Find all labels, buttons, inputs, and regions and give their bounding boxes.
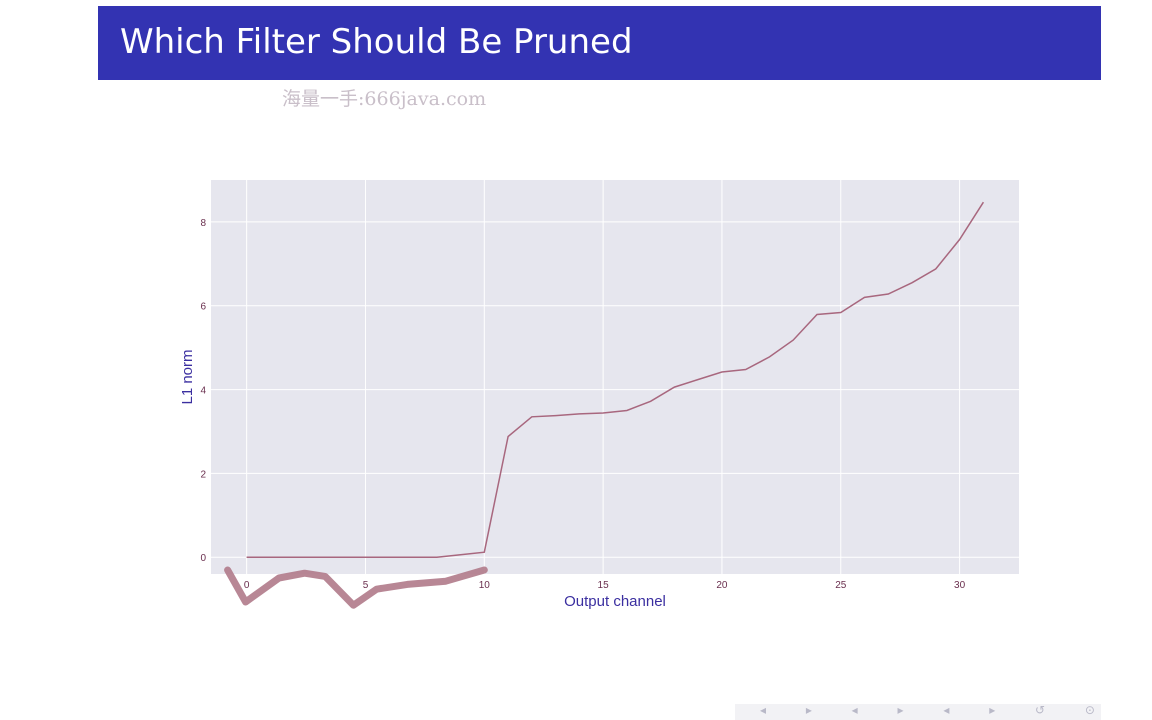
series-layer xyxy=(246,201,985,558)
watermark: 海量一手:666java.com xyxy=(282,88,487,110)
x-tick-label: 25 xyxy=(835,580,847,591)
x-tick-labels: 0 5 10 15 20 25 30 xyxy=(244,580,966,591)
slide-title: Which Filter Should Be Pruned xyxy=(120,22,633,62)
y-tick-label: 4 xyxy=(200,386,206,397)
y-tick-label: 2 xyxy=(200,469,206,480)
x-tick-label: 20 xyxy=(716,580,728,591)
grid-lines xyxy=(211,180,1019,574)
annotation-underline xyxy=(224,566,488,609)
annotation-layer xyxy=(224,566,488,609)
x-tick-label: 15 xyxy=(598,580,610,591)
x-tick-label: 10 xyxy=(479,580,491,591)
plot-background xyxy=(211,180,1019,574)
y-tick-label: 6 xyxy=(200,302,206,313)
y-tick-labels: 0 2 4 6 8 xyxy=(200,218,206,564)
slide-title-bar: Which Filter Should Be Pruned xyxy=(98,6,1101,80)
x-axis-label: Output channel xyxy=(564,593,666,610)
slide-nav-icons[interactable]: ◂ ▸ ◂ ▸ ◂ ▸ ↺ ⊙ xyxy=(760,703,1113,717)
series-line xyxy=(246,201,985,558)
y-axis-label: L1 norm xyxy=(179,349,196,404)
y-tick-label: 0 xyxy=(200,553,206,564)
slide-nav-bar[interactable] xyxy=(735,704,1101,720)
x-tick-label: 5 xyxy=(363,580,369,591)
x-tick-label: 30 xyxy=(954,580,966,591)
x-tick-label: 0 xyxy=(244,580,250,591)
y-tick-label: 8 xyxy=(200,218,206,229)
